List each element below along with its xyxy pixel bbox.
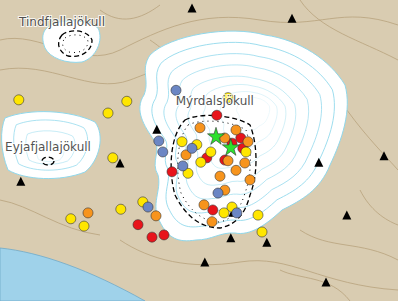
svg-text:Mýrdalsjökull: Mýrdalsjökull	[176, 94, 254, 108]
svg-text:Tindfjallajökull: Tindfjallajökull	[18, 15, 105, 29]
svg-text:Eyjafjallajökull: Eyjafjallajökull	[5, 140, 91, 154]
